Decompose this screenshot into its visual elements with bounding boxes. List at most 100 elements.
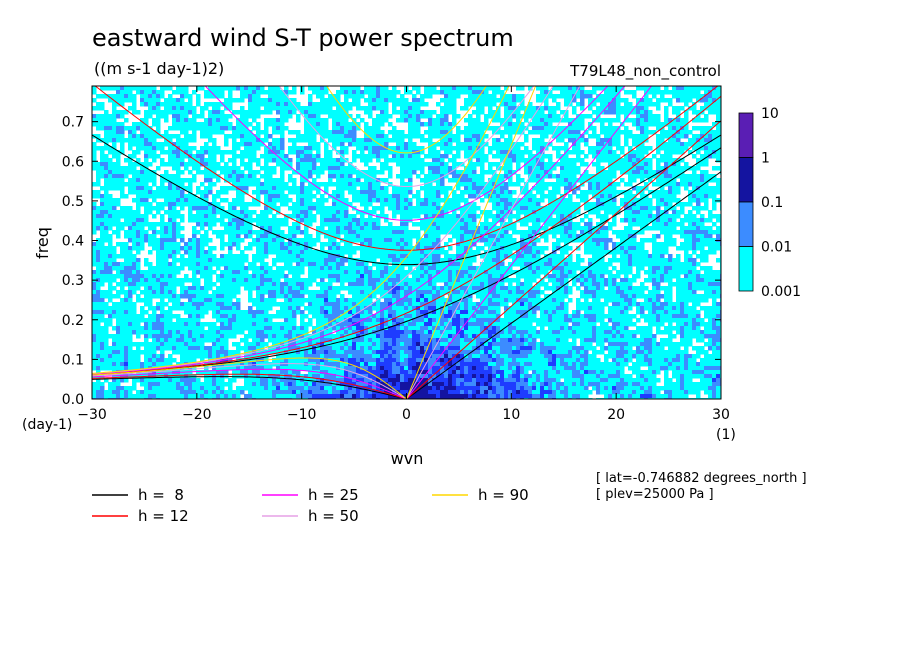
- spectrum-cell: [640, 242, 645, 247]
- spectrum-cell: [536, 174, 541, 179]
- spectrum-cell: [500, 190, 505, 195]
- spectrum-cell: [132, 178, 137, 183]
- spectrum-cell: [324, 198, 329, 203]
- spectrum-cell: [140, 94, 145, 99]
- spectrum-cell: [576, 118, 581, 123]
- spectrum-cell: [604, 118, 609, 123]
- spectrum-cell: [208, 174, 213, 179]
- spectrum-cell: [104, 158, 109, 163]
- spectrum-cell: [328, 110, 333, 115]
- spectrum-cell: [428, 86, 433, 91]
- spectrum-cell: [160, 102, 165, 107]
- spectrum-cell: [352, 134, 357, 139]
- spectrum-cell: [436, 186, 441, 191]
- spectrum-cell: [524, 182, 529, 187]
- spectrum-cell: [200, 154, 205, 159]
- spectrum-cell: [660, 94, 665, 99]
- spectrum-cell: [392, 198, 397, 203]
- spectrum-cell: [652, 86, 657, 91]
- spectrum-cell: [608, 142, 613, 147]
- spectrum-cell: [704, 234, 709, 239]
- spectrum-cell: [292, 170, 297, 175]
- spectrum-cell: [100, 234, 105, 239]
- spectrum-cell: [368, 146, 373, 151]
- spectrum-cell: [548, 222, 553, 227]
- spectrum-cell: [508, 178, 513, 183]
- spectrum-cell: [252, 174, 257, 179]
- spectrum-cell: [428, 162, 433, 167]
- spectrum-cell: [432, 162, 437, 167]
- spectrum-cell: [204, 234, 209, 239]
- spectrum-cell: [660, 230, 665, 235]
- spectrum-cell: [644, 126, 649, 131]
- spectrum-cell: [504, 102, 509, 107]
- spectrum-cell: [228, 234, 233, 239]
- spectrum-cell: [324, 98, 329, 103]
- spectrum-cell: [448, 130, 453, 135]
- spectrum-cell: [164, 194, 169, 199]
- spectrum-cell: [580, 98, 585, 103]
- spectrum-cell: [136, 90, 141, 95]
- spectrum-cell: [472, 222, 477, 227]
- spectrum-cell: [640, 142, 645, 147]
- spectrum-cell: [272, 126, 277, 131]
- spectrum-cell: [444, 174, 449, 179]
- spectrum-cell: [388, 238, 393, 243]
- spectrum-cell: [136, 214, 141, 219]
- spectrum-cell: [268, 174, 273, 179]
- spectrum-cell: [632, 138, 637, 143]
- spectrum-cell: [712, 146, 717, 151]
- spectrum-cell: [276, 146, 281, 151]
- spectrum-cell: [148, 206, 153, 211]
- spectrum-cell: [316, 238, 321, 243]
- spectrum-cell: [108, 158, 113, 163]
- spectrum-cell: [220, 110, 225, 115]
- spectrum-cell: [432, 214, 437, 219]
- spectrum-cell: [104, 182, 109, 187]
- spectrum-cell: [316, 166, 321, 171]
- spectrum-cell: [704, 186, 709, 191]
- spectrum-cell: [624, 182, 629, 187]
- spectrum-cell: [164, 114, 169, 119]
- spectrum-cell: [196, 122, 201, 127]
- spectrum-cell: [640, 122, 645, 127]
- spectrum-cell: [544, 98, 549, 103]
- spectrum-cell: [384, 114, 389, 119]
- spectrum-cell: [628, 154, 633, 159]
- spectrum-cell: [464, 146, 469, 151]
- spectrum-cell: [252, 150, 257, 155]
- plot-area: [91, 85, 722, 400]
- spectrum-cell: [508, 202, 513, 207]
- spectrum-cell: [552, 202, 557, 207]
- spectrum-cell: [516, 110, 521, 115]
- spectrum-cell: [548, 126, 553, 131]
- spectrum-cell: [300, 166, 305, 171]
- spectrum-cell: [92, 162, 97, 167]
- spectrum-cell: [552, 126, 557, 131]
- spectrum-cell: [244, 234, 249, 239]
- spectrum-cell: [92, 206, 97, 211]
- spectrum-cell: [700, 186, 705, 191]
- spectrum-cell: [472, 126, 477, 131]
- spectrum-cell: [340, 162, 345, 167]
- spectrum-cell: [304, 162, 309, 167]
- spectrum-cell: [568, 90, 573, 95]
- spectrum-cell: [536, 246, 541, 251]
- spectrum-cell: [704, 174, 709, 179]
- spectrum-cell: [316, 130, 321, 135]
- spectrum-cell: [368, 202, 373, 207]
- spectrum-cell: [156, 98, 161, 103]
- spectrum-cell: [104, 246, 109, 251]
- spectrum-cell: [280, 106, 285, 111]
- spectrum-cell: [120, 178, 125, 183]
- spectrum-cell: [172, 90, 177, 95]
- spectrum-cell: [548, 154, 553, 159]
- spectrum-cell: [572, 142, 577, 147]
- spectrum-cell: [416, 214, 421, 219]
- spectrum-cell: [376, 218, 381, 223]
- spectrum-cell: [420, 242, 425, 247]
- spectrum-cell: [572, 190, 577, 195]
- spectrum-cell: [344, 182, 349, 187]
- spectrum-cell: [184, 242, 189, 247]
- spectrum-cell: [356, 238, 361, 243]
